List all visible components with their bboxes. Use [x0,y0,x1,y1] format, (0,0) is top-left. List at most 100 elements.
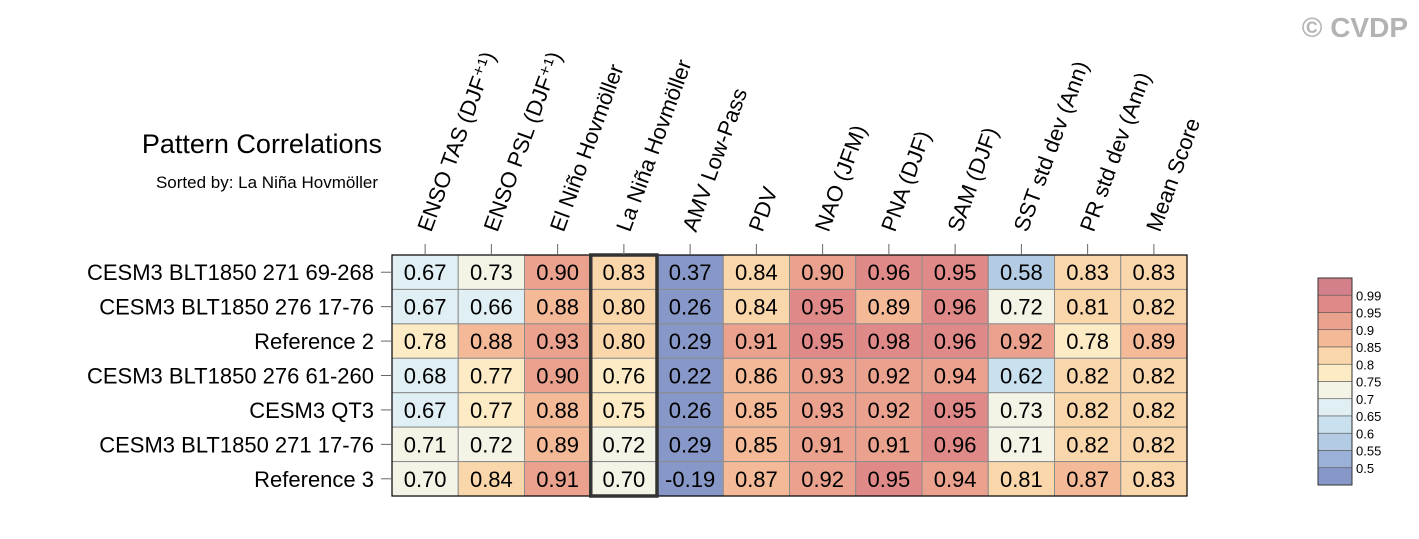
column-label-sam-djf: SAM (DJF) [942,124,1003,235]
cell-rect [789,288,857,325]
heatmap-cell: 0.81 [987,461,1055,497]
heatmap-cell: 0.67 [391,254,459,290]
cell-rect [789,323,857,359]
heatmap-cell: 0.84 [722,288,790,325]
cell-value-label: 0.67 [404,260,447,285]
cell-value-label: 0.82 [1132,364,1175,389]
cell-value-label: 0.82 [1132,398,1175,423]
heatmap-cell: 0.80 [590,288,658,325]
column-label-nao-jfm: NAO (JFM) [810,122,872,235]
heatmap-cell: 0.87 [722,461,790,497]
cell-value-label: 0.68 [404,364,447,389]
heatmap-cell: 0.94 [921,461,989,497]
cell-value-label: 0.84 [470,467,513,492]
heatmap-cell: 0.92 [855,357,923,394]
colorbar-tick-label: 0.9 [1356,323,1374,338]
cell-rect [590,461,658,497]
cell-value-label: 0.22 [669,364,712,389]
row-label-cesm3-blt1850-271-69-268: CESM3 BLT1850 271 69-268 [87,260,374,285]
cell-rect [590,426,658,463]
cell-value-label: 0.29 [669,329,712,354]
column-label-pna-djf: PNA (DJF) [876,127,935,234]
heatmap-cell: 0.66 [457,288,525,325]
heatmap-cell: -0.19 [656,461,724,497]
cell-rect [722,288,790,325]
cell-value-label: 0.95 [934,398,977,423]
cell-rect [987,288,1055,325]
cell-value-label: 0.72 [470,432,513,457]
heatmap-cell: 0.70 [590,461,658,497]
cell-value-label: 0.85 [735,432,778,457]
heatmap-cell: 0.95 [855,461,923,497]
cell-rect [1120,357,1188,394]
cell-value-label: 0.88 [470,329,513,354]
cell-value-label: 0.58 [1000,260,1043,285]
cell-rect [590,357,658,394]
row-label-reference-2: Reference 2 [254,329,374,354]
cell-value-label: 0.72 [1000,295,1043,320]
colorbar-swatch [1317,277,1353,296]
colorbar-tick-label: 0.7 [1356,392,1374,407]
heatmap-cell: 0.29 [656,323,724,359]
cell-rect [789,461,857,497]
heatmap-cell: 0.72 [987,288,1055,325]
colorbar-tick-label: 0.75 [1356,375,1381,390]
cell-value-label: 0.66 [470,295,513,320]
cell-rect [921,426,989,463]
cell-value-label: 0.89 [867,295,910,320]
cell-value-label: 0.77 [470,364,513,389]
cell-rect [855,426,923,463]
cell-rect [1120,461,1188,497]
heatmap-cell: 0.88 [524,288,592,325]
cell-value-label: 0.71 [1000,432,1043,457]
cell-value-label: 0.89 [536,432,579,457]
cell-rect [1054,461,1122,497]
heatmap-cells: 0.67 0.73 0.90 0.83 0.37 0.84 0.90 0.96 0.95 0.58… [391,253,1188,498]
cell-value-label: 0.84 [735,260,778,285]
heatmap-cell: 0.98 [855,323,923,359]
heatmap-cell: 0.22 [656,357,724,394]
heatmap-cell: 0.75 [590,392,658,428]
heatmap-cell: 0.96 [921,323,989,359]
heatmap-cell: 0.77 [457,392,525,428]
cell-rect [524,357,592,394]
cell-value-label: 0.96 [934,329,977,354]
heatmap-cell: 0.96 [921,288,989,325]
cell-rect [656,323,724,359]
colorbar-swatch [1317,312,1353,331]
heatmap-cell: 0.87 [1054,461,1122,497]
heatmap-cell: 0.91 [524,461,592,497]
heatmap-cell: 0.67 [391,288,459,325]
cell-rect [921,461,989,497]
chart-subtitle: Sorted by: La Niña Hovmöller [156,173,378,192]
cell-rect [1054,357,1122,394]
cell-value-label: 0.82 [1066,432,1109,457]
cell-rect [457,392,525,428]
colorbar-tick-label: 0.95 [1356,306,1381,321]
colorbar-tick-label: 0.65 [1356,409,1381,424]
row-label-cesm3-blt1850-276-61-260: CESM3 BLT1850 276 61-260 [87,364,374,389]
colorbar-tick-label: 0.5 [1356,461,1374,476]
cell-rect [590,323,658,359]
cell-value-label: 0.94 [934,467,977,492]
colorbar-tick-label: 0.99 [1356,288,1381,303]
heatmap-cell: 0.93 [524,323,592,359]
cell-rect [722,357,790,394]
cell-value-label: -0.19 [665,467,715,492]
cell-value-label: 0.91 [801,432,844,457]
cell-rect [855,254,923,290]
column-labels: ENSO TAS (DJF⁺¹)ENSO PSL (DJF⁺¹)El Niño … [412,48,1205,255]
cell-value-label: 0.78 [1066,329,1109,354]
cell-value-label: 0.70 [404,467,447,492]
cell-value-label: 0.86 [735,364,778,389]
cell-value-label: 0.95 [867,467,910,492]
cell-value-label: 0.96 [934,295,977,320]
cell-value-label: 0.72 [602,432,645,457]
cell-rect [524,461,592,497]
cell-value-label: 0.83 [1066,260,1109,285]
cell-rect [855,392,923,428]
colorbar-swatch [1317,432,1353,451]
cell-value-label: 0.91 [735,329,778,354]
cell-value-label: 0.84 [735,295,778,320]
heatmap-cell: 0.58 [987,254,1055,290]
